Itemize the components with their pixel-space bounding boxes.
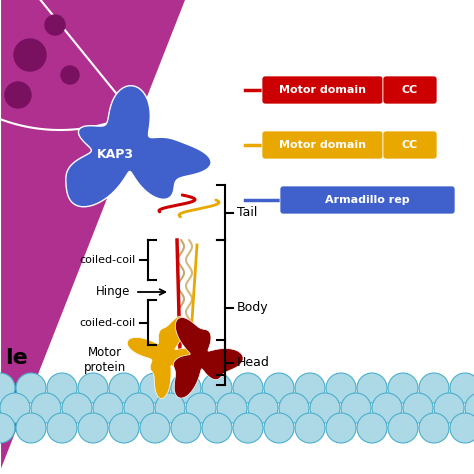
Circle shape <box>450 373 474 403</box>
Circle shape <box>264 373 294 403</box>
Circle shape <box>233 413 263 443</box>
Circle shape <box>326 413 356 443</box>
Circle shape <box>62 393 92 423</box>
Polygon shape <box>173 318 243 398</box>
Circle shape <box>295 373 325 403</box>
Circle shape <box>419 413 449 443</box>
Circle shape <box>295 413 325 443</box>
Text: Motor domain: Motor domain <box>279 140 366 150</box>
Circle shape <box>248 393 278 423</box>
Circle shape <box>93 393 123 423</box>
Circle shape <box>202 373 232 403</box>
Circle shape <box>357 413 387 443</box>
Circle shape <box>434 393 464 423</box>
Circle shape <box>0 393 30 423</box>
Circle shape <box>217 393 247 423</box>
Text: Motor domain: Motor domain <box>279 85 366 95</box>
Circle shape <box>16 373 46 403</box>
Circle shape <box>140 413 170 443</box>
Text: Motor
protein: Motor protein <box>84 346 126 374</box>
Circle shape <box>450 413 474 443</box>
Circle shape <box>47 373 77 403</box>
Circle shape <box>388 373 418 403</box>
Text: coiled-coil: coiled-coil <box>80 318 136 328</box>
Text: CC: CC <box>402 85 418 95</box>
Circle shape <box>326 373 356 403</box>
Circle shape <box>186 393 216 423</box>
Circle shape <box>357 373 387 403</box>
Polygon shape <box>66 86 211 207</box>
Circle shape <box>0 373 15 403</box>
Circle shape <box>14 39 46 71</box>
Circle shape <box>419 373 449 403</box>
Circle shape <box>5 82 31 108</box>
Circle shape <box>61 66 79 84</box>
Polygon shape <box>127 316 201 399</box>
Text: le: le <box>5 348 28 368</box>
FancyBboxPatch shape <box>383 131 437 159</box>
Circle shape <box>341 393 371 423</box>
Circle shape <box>155 393 185 423</box>
Circle shape <box>78 413 108 443</box>
Text: Tail: Tail <box>237 206 257 219</box>
Circle shape <box>310 393 340 423</box>
Circle shape <box>388 413 418 443</box>
FancyBboxPatch shape <box>280 186 455 214</box>
Circle shape <box>140 373 170 403</box>
Circle shape <box>109 373 139 403</box>
FancyBboxPatch shape <box>383 76 437 104</box>
Circle shape <box>233 373 263 403</box>
Circle shape <box>0 413 15 443</box>
Text: Hinge: Hinge <box>96 285 130 299</box>
Polygon shape <box>0 0 212 474</box>
Circle shape <box>171 373 201 403</box>
Text: CC: CC <box>402 140 418 150</box>
FancyBboxPatch shape <box>262 131 383 159</box>
Text: KAP3: KAP3 <box>97 148 134 162</box>
Circle shape <box>372 393 402 423</box>
Circle shape <box>279 393 309 423</box>
Circle shape <box>31 393 61 423</box>
Circle shape <box>16 413 46 443</box>
Circle shape <box>264 413 294 443</box>
Text: Armadillo rep: Armadillo rep <box>325 195 410 205</box>
Text: Body: Body <box>237 301 269 314</box>
Circle shape <box>45 15 65 35</box>
Circle shape <box>171 413 201 443</box>
FancyBboxPatch shape <box>262 76 383 104</box>
Circle shape <box>47 413 77 443</box>
Circle shape <box>202 413 232 443</box>
Circle shape <box>403 393 433 423</box>
Circle shape <box>78 373 108 403</box>
Text: coiled-coil: coiled-coil <box>80 255 136 265</box>
Circle shape <box>124 393 154 423</box>
Circle shape <box>109 413 139 443</box>
Circle shape <box>465 393 474 423</box>
Text: Head: Head <box>237 356 270 369</box>
